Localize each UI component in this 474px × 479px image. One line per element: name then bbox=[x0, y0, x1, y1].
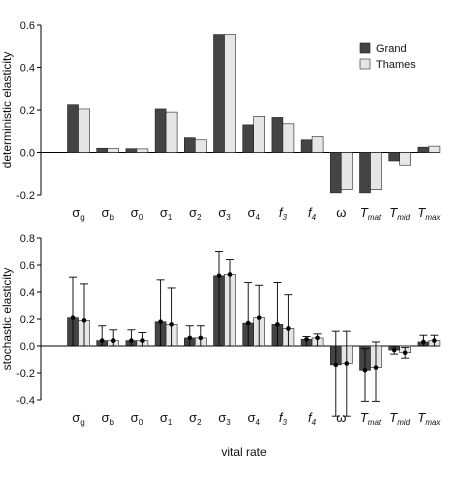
category-label: σ2 bbox=[189, 410, 202, 427]
legend-swatch-grand bbox=[359, 42, 371, 54]
y-tick-label: 0.8 bbox=[20, 233, 35, 245]
mean-point-grand bbox=[99, 338, 105, 343]
mean-point-thames bbox=[373, 365, 379, 370]
category-label: ω bbox=[336, 410, 346, 425]
mean-point-grand bbox=[391, 347, 397, 353]
category-label: Tmat bbox=[360, 205, 382, 222]
y-axis-title: stochastic elasticity bbox=[0, 268, 14, 371]
category-label: σ0 bbox=[131, 410, 144, 427]
mean-point-thames bbox=[256, 315, 262, 320]
y-tick-label: -0.4 bbox=[16, 395, 35, 407]
y-axis-title: deterministic elasticity bbox=[0, 52, 14, 169]
bar-thames bbox=[428, 145, 441, 153]
category-label: σ4 bbox=[247, 205, 260, 222]
bar-thames bbox=[78, 108, 90, 153]
category-label: σ1 bbox=[160, 205, 173, 222]
mean-point-grand bbox=[129, 338, 134, 343]
bar-thames bbox=[282, 123, 295, 153]
mean-point-thames bbox=[140, 338, 145, 343]
category-label: σ1 bbox=[160, 410, 173, 427]
bar-thames bbox=[136, 148, 149, 153]
mean-point-thames bbox=[198, 335, 204, 341]
bar-grand bbox=[154, 108, 167, 153]
mean-point-grand bbox=[158, 319, 163, 325]
bar-grand bbox=[96, 147, 108, 153]
bar-grand bbox=[67, 104, 79, 153]
bar-grand bbox=[388, 152, 401, 162]
category-label: σ0 bbox=[131, 205, 144, 222]
bar-grand bbox=[242, 124, 254, 153]
y-tick-label: 0.2 bbox=[20, 105, 35, 117]
mean-point-thames bbox=[286, 326, 291, 331]
mean-point-thames bbox=[402, 350, 408, 356]
bar-thames bbox=[399, 152, 412, 166]
mean-point-grand bbox=[333, 362, 339, 368]
category-label: σb bbox=[101, 410, 114, 427]
y-tick-label: 0.6 bbox=[20, 20, 35, 32]
y-tick-label: 0.4 bbox=[20, 287, 35, 299]
bar-thames bbox=[165, 111, 178, 153]
bar-grand bbox=[125, 148, 138, 153]
category-label: f3 bbox=[279, 205, 288, 222]
y-tick-label: -0.2 bbox=[16, 190, 35, 202]
bar-thames bbox=[311, 136, 324, 153]
y-tick-label: 0.2 bbox=[20, 314, 35, 326]
mean-point-grand bbox=[362, 368, 368, 373]
bar-thames bbox=[224, 34, 236, 153]
legend-label-thames: Thames bbox=[376, 59, 416, 71]
category-label: Tmat bbox=[360, 410, 382, 427]
y-tick-label: -0.2 bbox=[16, 368, 35, 380]
mean-point-grand bbox=[70, 315, 76, 320]
mean-point-thames bbox=[169, 322, 174, 327]
y-tick-label: 0.6 bbox=[20, 260, 35, 272]
bar-grand bbox=[359, 152, 371, 194]
bar-thames bbox=[340, 152, 353, 190]
legend-swatch-thames bbox=[359, 58, 371, 70]
mean-point-grand bbox=[275, 322, 280, 327]
category-label: σ3 bbox=[218, 410, 231, 427]
category-label: Tmax bbox=[417, 410, 441, 427]
category-label: f4 bbox=[308, 410, 317, 427]
mean-point-thames bbox=[81, 318, 87, 323]
bar-grand bbox=[213, 34, 225, 153]
bar-grand bbox=[329, 152, 342, 194]
bar-thames bbox=[195, 139, 207, 153]
category-label: ω bbox=[336, 205, 346, 220]
category-label: Tmid bbox=[389, 410, 410, 427]
category-label: Tmid bbox=[389, 205, 410, 222]
mean-point-thames bbox=[344, 361, 350, 366]
mean-point-grand bbox=[216, 273, 222, 279]
y-tick-label: 0.0 bbox=[20, 341, 35, 353]
category-label: f3 bbox=[279, 410, 288, 427]
category-label: Tmax bbox=[417, 205, 441, 222]
legend-label-grand: Grand bbox=[376, 43, 407, 55]
bar-thames bbox=[107, 148, 119, 153]
bar-grand bbox=[300, 139, 313, 153]
mean-point-grand bbox=[187, 335, 193, 341]
category-label: σg bbox=[72, 410, 84, 427]
category-label: σb bbox=[101, 205, 114, 222]
x-axis-title: vital rate bbox=[221, 445, 267, 459]
mean-point-grand bbox=[421, 339, 426, 345]
y-tick-label: 0.4 bbox=[20, 63, 35, 75]
mean-point-thames bbox=[432, 338, 437, 343]
mean-point-grand bbox=[245, 320, 251, 326]
mean-point-grand bbox=[304, 336, 309, 342]
category-label: σ3 bbox=[218, 205, 231, 222]
category-label: σg bbox=[72, 205, 84, 222]
category-label: σ2 bbox=[189, 205, 202, 222]
category-label: f4 bbox=[308, 205, 317, 222]
mean-point-thames bbox=[110, 338, 116, 343]
mean-point-thames bbox=[315, 335, 320, 341]
y-tick-label: 0.0 bbox=[20, 148, 35, 160]
mean-point-thames bbox=[227, 272, 233, 277]
bar-thames bbox=[370, 152, 382, 190]
bar-grand bbox=[271, 117, 284, 153]
category-label: σ4 bbox=[247, 410, 260, 427]
bar-thames bbox=[253, 116, 265, 153]
bar-grand bbox=[184, 137, 196, 153]
bar-grand bbox=[417, 146, 430, 153]
